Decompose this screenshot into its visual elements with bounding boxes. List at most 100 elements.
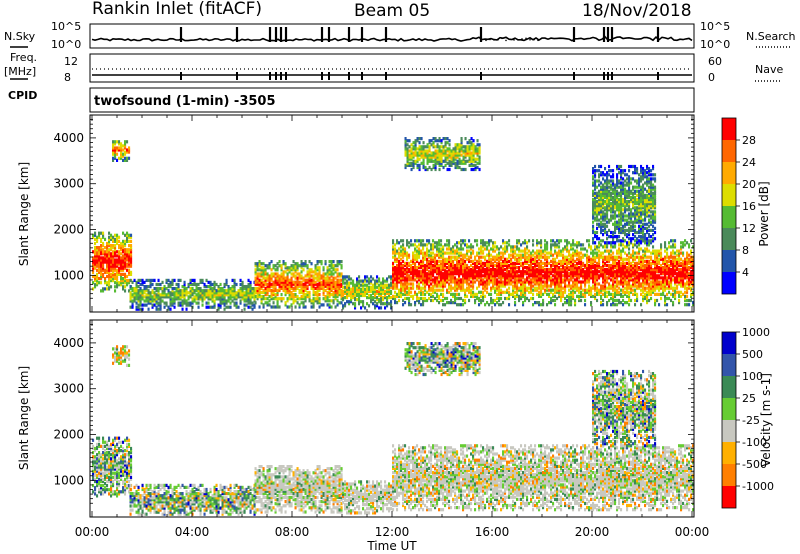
range-cell xyxy=(476,259,479,263)
range-cell xyxy=(328,260,331,264)
range-cell xyxy=(207,289,210,293)
range-cell xyxy=(213,305,216,309)
range-cell xyxy=(171,282,174,287)
range-cell xyxy=(482,278,485,282)
range-cell xyxy=(276,303,279,307)
range-cell xyxy=(634,255,637,259)
range-cell xyxy=(286,290,289,295)
range-cell xyxy=(614,298,617,303)
range-cell xyxy=(568,278,571,282)
range-cell xyxy=(209,289,212,293)
range-cell xyxy=(199,297,202,301)
range-cell xyxy=(98,254,101,258)
range-cell xyxy=(366,279,369,283)
range-cell xyxy=(221,299,224,303)
range-cell xyxy=(118,281,121,285)
range-cell xyxy=(578,241,581,245)
range-cell xyxy=(270,278,273,282)
range-cell xyxy=(145,287,148,291)
range-cell xyxy=(122,281,125,285)
range-cell xyxy=(102,258,105,262)
range-cell xyxy=(98,256,101,260)
range-cell xyxy=(400,245,403,249)
range-cell xyxy=(260,270,263,274)
range-cell xyxy=(264,264,267,268)
range-cell xyxy=(300,276,303,280)
range-cell xyxy=(538,301,541,305)
nsky-panel: N.Sky 10^5 10^0 10^5 10^0 N.Search xyxy=(4,20,796,51)
range-cell xyxy=(332,299,335,303)
range-cell xyxy=(582,292,585,296)
range-cell xyxy=(286,276,289,280)
range-cell xyxy=(163,287,166,291)
range-cell xyxy=(258,284,261,288)
range-cell xyxy=(262,270,265,274)
range-cell xyxy=(324,276,327,280)
range-cell xyxy=(298,264,301,268)
range-cell xyxy=(452,259,455,263)
range-cell xyxy=(157,289,160,293)
range-cell xyxy=(94,256,97,260)
range-cell xyxy=(254,295,257,299)
range-cell xyxy=(510,257,513,261)
range-cell xyxy=(195,287,198,291)
range-cell xyxy=(179,295,182,299)
range-cell xyxy=(448,301,451,305)
range-cell xyxy=(270,268,273,272)
range-cell xyxy=(404,268,407,272)
range-cell xyxy=(280,276,283,280)
range-cell xyxy=(436,292,439,296)
range-cell xyxy=(516,245,519,249)
range-cell xyxy=(100,281,103,285)
range-cell xyxy=(632,292,635,296)
range-cell xyxy=(189,280,192,284)
range-cell xyxy=(116,140,119,144)
range-cell xyxy=(296,264,299,268)
range-cell xyxy=(249,305,252,309)
range-cell xyxy=(616,261,619,265)
range-cell xyxy=(124,279,127,283)
range-cell xyxy=(108,279,111,283)
range-cell xyxy=(181,293,184,297)
range-cell xyxy=(478,247,481,251)
range-cell xyxy=(112,262,115,266)
range-cell xyxy=(173,305,176,309)
range-cell xyxy=(102,248,105,252)
range-cell xyxy=(110,244,113,248)
range-cell xyxy=(544,280,547,284)
range-cell xyxy=(167,289,170,293)
range-cell xyxy=(149,282,152,287)
range-cell xyxy=(670,259,673,263)
range-cell xyxy=(96,235,99,239)
range-cell xyxy=(594,245,597,249)
range-cell xyxy=(203,282,206,287)
range-cell xyxy=(110,256,113,260)
range-cell xyxy=(254,301,257,305)
range-cell xyxy=(126,231,129,235)
range-cell xyxy=(398,251,401,255)
range-cell xyxy=(130,258,133,262)
range-cell xyxy=(290,286,293,290)
range-cell xyxy=(442,272,445,276)
range-cell xyxy=(118,252,121,256)
range-cell xyxy=(624,261,627,265)
range-cell xyxy=(418,296,421,301)
range-cell xyxy=(102,233,105,237)
range-cell xyxy=(466,263,469,268)
range-cell xyxy=(278,288,281,293)
range-cell xyxy=(642,253,645,257)
range-cell xyxy=(118,146,121,150)
range-cell xyxy=(211,291,214,295)
range-cell xyxy=(167,285,170,289)
range-cell xyxy=(213,280,216,284)
range-cell xyxy=(112,239,115,243)
range-cell xyxy=(195,301,198,305)
range-cell xyxy=(636,245,639,249)
range-cell xyxy=(458,303,461,307)
range-cell xyxy=(219,295,222,299)
range-cell xyxy=(137,307,140,311)
range-cell xyxy=(620,288,623,292)
range-cell xyxy=(241,287,244,291)
range-cell xyxy=(92,256,95,260)
range-cell xyxy=(292,299,295,303)
